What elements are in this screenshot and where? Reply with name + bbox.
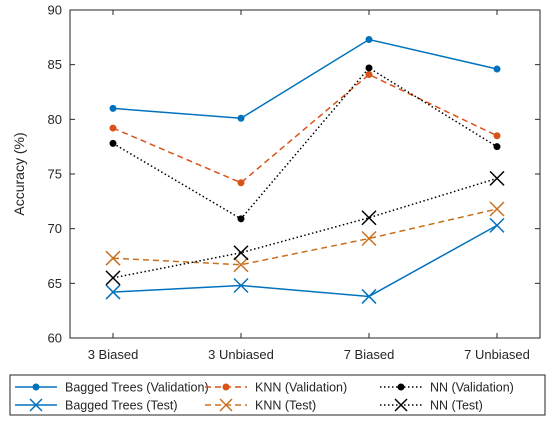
- legend-label: KNN (Validation): [255, 381, 347, 395]
- plot-area: 60 65 70 75 80 85 90 3 Biased 3 Unbiased 7 Biased…: [11, 3, 541, 362]
- legend-item: Bagged Trees (Test): [15, 398, 178, 413]
- data-point-stroke: [361, 288, 377, 304]
- data-point: [233, 277, 249, 294]
- data-point: [233, 257, 249, 273]
- data-point: [233, 245, 249, 261]
- data-point: [365, 36, 373, 44]
- data-point: [109, 104, 117, 112]
- data-point-stroke: [489, 201, 505, 217]
- series-4: [105, 201, 505, 273]
- series-line: [112, 177, 498, 279]
- series-5: [105, 170, 505, 286]
- data-point: [361, 210, 377, 226]
- series-2: [109, 64, 501, 223]
- legend-marker: [29, 398, 43, 412]
- data-point-stroke: [489, 170, 505, 186]
- data-point: [493, 65, 501, 73]
- data-point: [489, 170, 505, 186]
- series-0: [109, 36, 501, 122]
- legend-label: Bagged Trees (Validation): [65, 381, 209, 395]
- data-point-stroke: [233, 245, 249, 261]
- legend-label: KNN (Test): [255, 399, 316, 413]
- legend-item: KNN (Validation): [205, 381, 347, 395]
- legend-marker-stroke: [394, 398, 408, 412]
- y-axis-label: Accuracy (%): [11, 132, 27, 215]
- legend-item: NN (Test): [380, 398, 483, 413]
- data-point: [109, 124, 117, 132]
- y-tick-label: 65: [48, 276, 62, 291]
- legend-marker-stroke: [29, 398, 43, 412]
- legend-item: Bagged Trees (Validation): [15, 381, 209, 395]
- series-line: [112, 73, 498, 184]
- data-point: [109, 139, 117, 147]
- legend-label: NN (Test): [430, 399, 483, 413]
- x-tick-label: 3 Biased: [88, 347, 139, 362]
- legend-marker: [219, 398, 233, 412]
- data-point: [105, 284, 121, 300]
- x-tick-label: 3 Unbiased: [208, 347, 274, 362]
- data-point: [489, 217, 505, 233]
- legend-marker: [32, 383, 40, 391]
- legend-item: KNN (Test): [205, 398, 316, 413]
- data-point-stroke: [105, 250, 121, 266]
- legend-marker: [394, 398, 408, 412]
- data-point-stroke: [105, 284, 121, 300]
- legend-marker: [222, 383, 230, 391]
- data-point: [361, 288, 377, 304]
- series-line: [112, 38, 498, 120]
- legend-marker: [397, 383, 405, 391]
- data-point-stroke: [361, 230, 377, 247]
- series-3: [105, 217, 505, 304]
- x-tick-label: 7 Unbiased: [464, 347, 530, 362]
- data-point: [237, 114, 245, 122]
- data-point: [361, 230, 377, 247]
- data-point-stroke: [233, 277, 249, 294]
- data-point-stroke: [361, 210, 377, 226]
- y-tick-label: 70: [48, 221, 62, 236]
- data-point: [365, 64, 373, 72]
- y-tick-label: 85: [48, 57, 62, 72]
- legend-label: NN (Validation): [430, 381, 514, 395]
- series-1: [109, 71, 501, 187]
- data-point: [493, 143, 501, 151]
- legend-marker-stroke: [219, 398, 233, 412]
- legend-label: Bagged Trees (Test): [65, 399, 178, 413]
- data-point-stroke: [233, 257, 249, 273]
- data-point: [489, 201, 505, 217]
- data-point-stroke: [489, 217, 505, 233]
- data-point: [105, 270, 121, 286]
- data-point: [237, 179, 245, 187]
- x-tick-label: 7 Biased: [344, 347, 395, 362]
- y-tick-label: 75: [48, 167, 62, 182]
- data-point: [493, 132, 501, 140]
- data-point-stroke: [105, 270, 121, 286]
- data-point: [237, 215, 245, 223]
- y-tick-label: 60: [48, 331, 62, 346]
- legend-item: NN (Validation): [380, 381, 514, 395]
- y-tick-label: 80: [48, 112, 62, 127]
- axes-box: [69, 9, 541, 339]
- legend: Bagged Trees (Validation) Bagged Trees (T…: [9, 374, 546, 416]
- data-point: [105, 250, 121, 266]
- y-tick-label: 90: [48, 3, 62, 18]
- series-line: [112, 224, 498, 298]
- legend-box: [9, 374, 546, 416]
- series-line: [112, 208, 498, 266]
- data-point: [365, 71, 373, 79]
